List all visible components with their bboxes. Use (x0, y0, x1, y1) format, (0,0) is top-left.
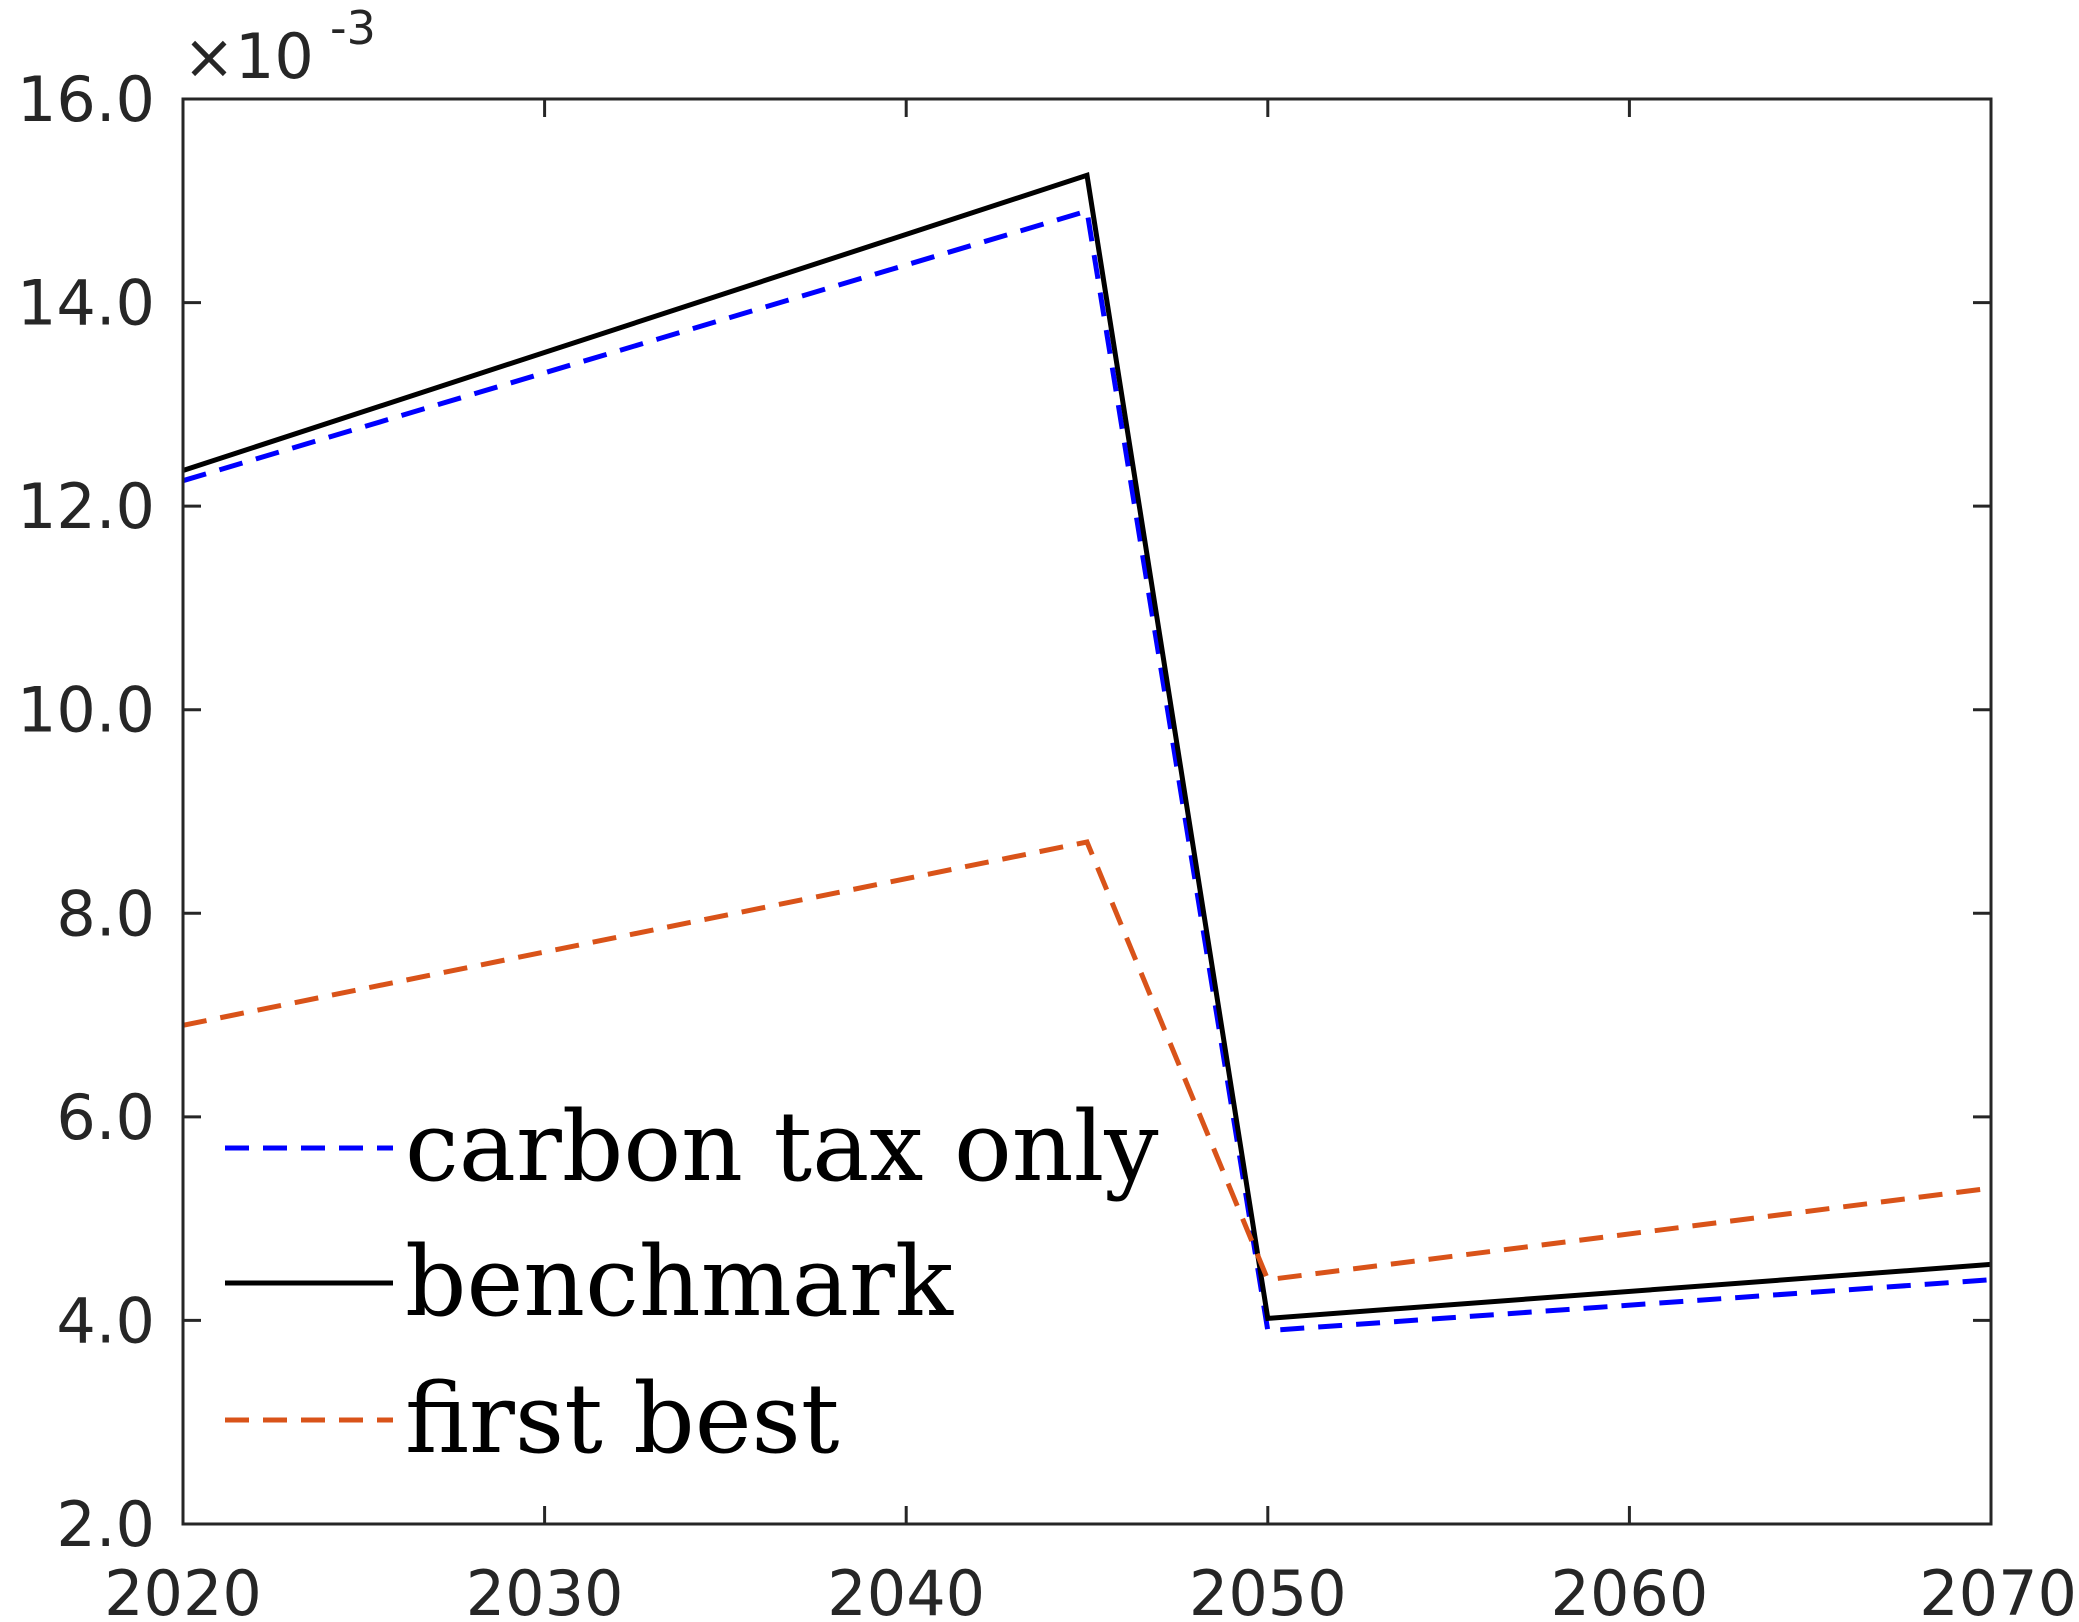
y-tick-label: 6.0 (56, 1081, 155, 1154)
y-tick-label: 2.0 (56, 1488, 155, 1561)
x-tick-label: 2030 (466, 1557, 624, 1622)
y-tick-label: 14.0 (17, 267, 155, 340)
legend-label: first best (405, 1363, 839, 1475)
x-tick-label: 2070 (1919, 1557, 2077, 1622)
x-tick-label: 2040 (827, 1557, 985, 1622)
series-layer (182, 172, 1992, 1334)
legend-label: benchmark (405, 1226, 954, 1338)
legend: carbon tax only benchmark first best (225, 1091, 1159, 1475)
y-tick-label: 8.0 (56, 877, 155, 950)
series-line-carbon-tax-only (182, 207, 1992, 1334)
x-tick-label: 2020 (104, 1557, 262, 1622)
x-tick-label: 2060 (1551, 1557, 1709, 1622)
y-exponent-base: ×10 (183, 20, 314, 93)
y-exponent-label: ×10 -3 (183, 1, 376, 93)
axes-box (181, 97, 1993, 1526)
x-tick-label: 2050 (1189, 1557, 1347, 1622)
y-tick-label: 16.0 (17, 63, 155, 136)
y-tick-label: 4.0 (56, 1284, 155, 1357)
y-tick-label: 12.0 (17, 470, 155, 543)
y-tick-label: 10.0 (17, 674, 155, 747)
legend-label: carbon tax only (405, 1091, 1159, 1203)
series-line-first-best (182, 839, 1992, 1283)
axes-layer: 2020 2030 2040 2050 2060 2070 2.0 4.0 6.0 8.0 10.0… (17, 63, 2077, 1622)
y-exponent-power: -3 (330, 1, 376, 55)
series-line-benchmark (182, 172, 1992, 1322)
